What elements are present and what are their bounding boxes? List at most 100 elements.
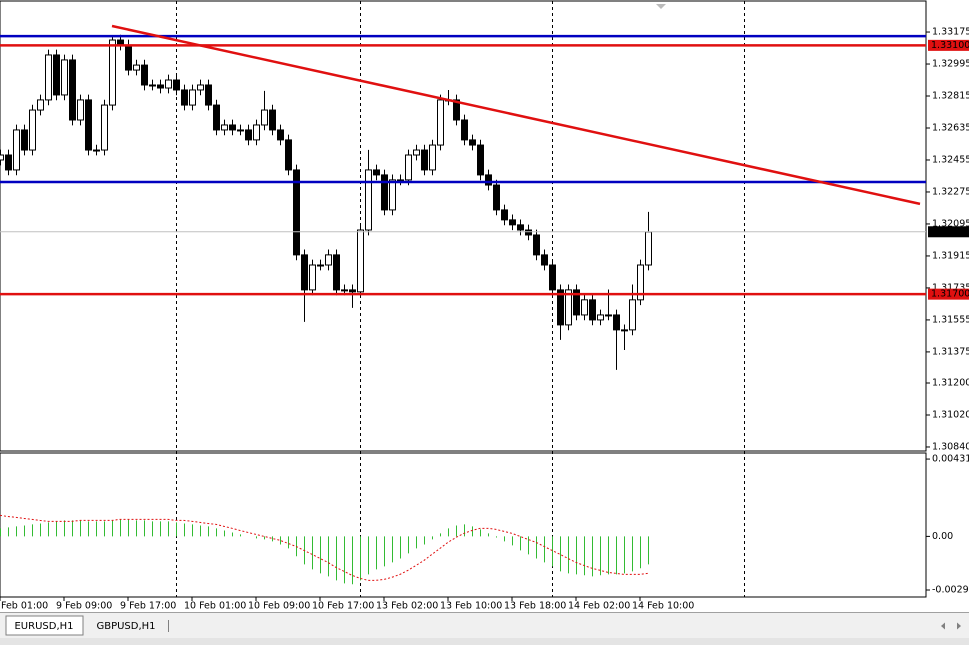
x-tick-label: 13 Feb 10:00: [440, 601, 502, 612]
candle-body: [589, 299, 596, 321]
candle-body: [557, 289, 564, 326]
candle-body: [0, 154, 4, 161]
level-label: 1.31700: [931, 289, 969, 300]
y-tick-label: 1.32995: [932, 59, 969, 70]
candle-body: [541, 254, 548, 266]
x-tick-label: 10 Feb 17:00: [312, 601, 374, 612]
candle-body: [133, 64, 140, 71]
candle-body: [21, 129, 28, 151]
candle-body: [285, 139, 292, 171]
x-tick-label: 10 Feb 09:00: [248, 601, 310, 612]
candle-body: [581, 299, 588, 316]
candle-body: [157, 84, 164, 89]
candle-body: [485, 174, 492, 186]
level-label: 1.32051: [931, 226, 969, 237]
x-tick-label: 14 Feb 02:00: [568, 601, 630, 612]
candle-body: [373, 169, 380, 176]
candle-body: [37, 99, 44, 111]
candle-body: [189, 89, 196, 106]
y-tick-label: 1.32095: [932, 218, 969, 229]
candle-body: [85, 99, 92, 151]
candle-body: [397, 179, 404, 182]
level-label: 1.33100: [931, 40, 969, 51]
candle-body: [453, 99, 460, 121]
candle-body: [149, 84, 156, 87]
y-tick-label: 0.00: [932, 531, 953, 542]
y-tick-label: 1.30840: [932, 441, 969, 452]
y-tick-label: 1.31020: [932, 409, 969, 420]
tab-label[interactable]: EURUSD,H1: [14, 621, 73, 632]
shift-marker: [656, 4, 666, 9]
y-tick-label: 1.31555: [932, 314, 969, 325]
y-tick-label: 1.32635: [932, 122, 969, 133]
candle-body: [293, 169, 300, 256]
candle-body: [77, 99, 84, 121]
x-tick-label: 13 Feb 18:00: [504, 601, 566, 612]
candle-body: [413, 149, 420, 156]
scroll-left[interactable]: [941, 622, 945, 630]
candle-body: [469, 139, 476, 146]
x-tick-label: 13 Feb 02:00: [376, 601, 438, 612]
candle-body: [229, 124, 236, 131]
candle-body: [341, 289, 348, 292]
candle-body: [181, 89, 188, 106]
candle-body: [349, 289, 356, 293]
candle-body: [269, 109, 276, 131]
y-tick-label: 1.32455: [932, 154, 969, 165]
candle-body: [405, 154, 412, 181]
y-tick-label: 0.004312: [932, 454, 969, 465]
price-panel: [0, 0, 927, 452]
tab-active[interactable]: [5, 615, 84, 636]
candle-body: [93, 149, 100, 152]
x-tick-label: 9 Feb 17:00: [120, 601, 176, 612]
level-label-box: [928, 39, 969, 51]
candle-body: [645, 231, 652, 266]
y-tick-label: 1.31735: [932, 282, 969, 293]
candle-body: [613, 314, 620, 331]
candle-body: [621, 329, 628, 332]
candle-body: [301, 254, 308, 291]
tab-label[interactable]: GBPUSD,H1: [96, 621, 155, 632]
x-tick-label: Feb 01:00: [1, 601, 48, 612]
candle-body: [245, 129, 252, 141]
y-tick-label: 1.32815: [932, 91, 969, 102]
scroll-right[interactable]: [957, 622, 961, 630]
candle-body: [197, 84, 204, 91]
candle-body: [533, 234, 540, 256]
candle-body: [61, 59, 68, 96]
candle-body: [357, 229, 364, 293]
y-tick-label: 1.33175: [932, 27, 969, 38]
x-tick-label: 14 Feb 10:00: [632, 601, 694, 612]
indicator-panel: [0, 452, 927, 598]
x-tick-label: 9 Feb 09:00: [56, 601, 112, 612]
candle-body: [549, 264, 556, 291]
candle-body: [501, 209, 508, 221]
candle-body: [573, 289, 580, 316]
y-tick-label: 1.31915: [932, 250, 969, 261]
candle-body: [221, 124, 228, 131]
level-label-box: [928, 288, 969, 300]
candle-body: [437, 99, 444, 146]
candle-body: [597, 314, 604, 321]
trend-line: [111, 24, 921, 206]
candle-body: [13, 129, 20, 171]
level-label-box: [928, 226, 969, 238]
candle-body: [421, 149, 428, 171]
y-tick-label: -0.00299: [932, 585, 969, 596]
candle-body: [565, 289, 572, 326]
candle-body: [429, 144, 436, 171]
candle-body: [493, 184, 500, 211]
y-tick-label: 1.31200: [932, 378, 969, 389]
candle-body: [461, 119, 468, 141]
candle-body: [525, 229, 532, 236]
signal-line: [0, 514, 649, 581]
candle-body: [333, 254, 340, 291]
candle-body: [477, 144, 484, 176]
candle-body: [253, 124, 260, 141]
candle-body: [629, 299, 636, 331]
x-tick-label: 10 Feb 01:00: [184, 601, 246, 612]
candle-body: [213, 104, 220, 131]
